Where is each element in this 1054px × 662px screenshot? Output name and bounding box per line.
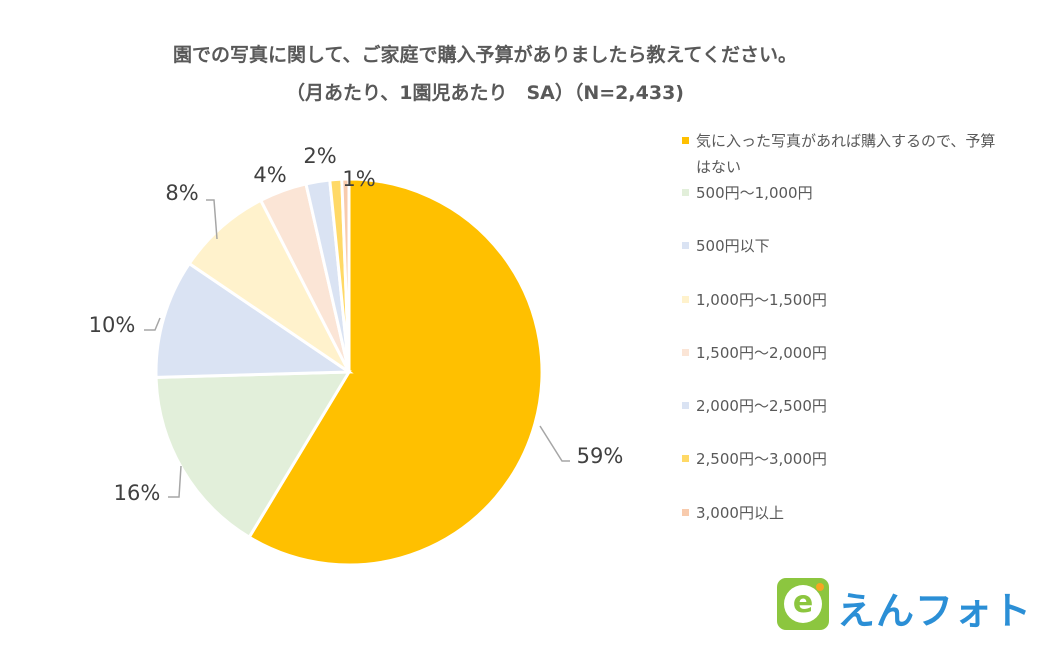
logo-text: えんフォト bbox=[837, 589, 1033, 633]
legend-item-8: 3,000円以上 bbox=[682, 500, 1022, 526]
legend-label-8: 3,000円以上 bbox=[696, 504, 784, 522]
legend-item-1: 気に入った写真があれば購入するので、予算 はない bbox=[682, 128, 1022, 180]
legend-swatch-1 bbox=[682, 137, 689, 144]
data-label-7: 1% bbox=[342, 167, 375, 191]
leader-line-1 bbox=[539, 425, 570, 462]
chart-subtitle: （月あたり、1園児あたり SA）（N=2,433) bbox=[286, 82, 684, 104]
chart-title: 園での写真に関して、ご家庭で購入予算がありましたら教えてください。 bbox=[173, 44, 797, 66]
legend-swatch-5 bbox=[682, 349, 689, 356]
legend-swatch-4 bbox=[682, 296, 689, 303]
legend-item-5: 1,500円～2,000円 bbox=[682, 340, 1022, 366]
data-label-2: 16% bbox=[114, 481, 161, 505]
legend-label-1: 気に入った写真があれば購入するので、予算 はない bbox=[696, 132, 996, 176]
legend-item-3: 500円以下 bbox=[682, 233, 1022, 259]
pie-slice-4 bbox=[187, 198, 351, 374]
pie-slice-3 bbox=[154, 261, 354, 379]
leader-line-3 bbox=[144, 317, 161, 331]
legend-item-6: 2,000円～2,500円 bbox=[682, 393, 1022, 419]
logo-mark-icon: e bbox=[777, 578, 829, 630]
pie-slice-2 bbox=[154, 370, 352, 540]
pie-slice-1 bbox=[247, 177, 544, 567]
legend-swatch-7 bbox=[682, 455, 689, 462]
legend-label-3: 500円以下 bbox=[696, 237, 770, 255]
legend-item-4: 1,000円～1,500円 bbox=[682, 287, 1022, 313]
data-label-5: 4% bbox=[253, 163, 286, 187]
legend-label-2: 500円～1,000円 bbox=[696, 184, 813, 202]
legend-swatch-6 bbox=[682, 402, 689, 409]
legend-label-4: 1,000円～1,500円 bbox=[696, 291, 827, 309]
data-label-3: 10% bbox=[89, 313, 136, 337]
legend-swatch-2 bbox=[682, 189, 689, 196]
data-label-4: 8% bbox=[165, 181, 198, 205]
legend-label-5: 1,500円～2,000円 bbox=[696, 344, 827, 362]
leader-line-2 bbox=[168, 465, 182, 498]
legend-swatch-8 bbox=[682, 509, 689, 516]
data-label-6: 2% bbox=[303, 144, 336, 168]
legend-swatch-3 bbox=[682, 242, 689, 249]
data-label-1: 59% bbox=[577, 444, 624, 468]
legend-item-7: 2,500円～3,000円 bbox=[682, 446, 1022, 472]
legend-label-7: 2,500円～3,000円 bbox=[696, 450, 827, 468]
enphoto-logo: e えんフォト bbox=[777, 578, 1031, 634]
pie-slice-8 bbox=[340, 177, 351, 373]
leader-line-4 bbox=[206, 199, 218, 240]
legend-item-2: 500円～1,000円 bbox=[682, 180, 1022, 206]
legend-label-6: 2,000円～2,500円 bbox=[696, 397, 827, 415]
